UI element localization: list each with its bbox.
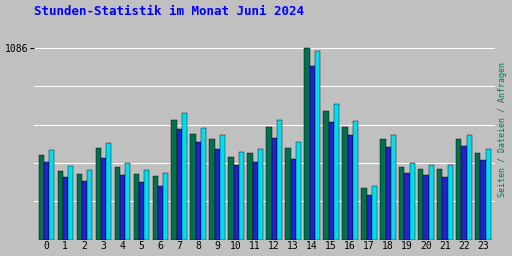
Bar: [418, 169, 423, 240]
Bar: [139, 182, 144, 240]
Bar: [163, 174, 168, 240]
Bar: [228, 157, 233, 240]
Bar: [182, 113, 187, 240]
Bar: [437, 169, 442, 240]
Bar: [201, 127, 206, 240]
Bar: [120, 175, 125, 240]
Bar: [461, 146, 466, 240]
Bar: [447, 165, 453, 240]
Bar: [429, 165, 434, 240]
Bar: [215, 149, 220, 240]
Bar: [101, 158, 106, 240]
Bar: [252, 162, 258, 240]
Bar: [480, 160, 485, 240]
Bar: [290, 159, 296, 240]
Bar: [276, 121, 282, 240]
Bar: [233, 165, 239, 240]
Bar: [324, 111, 329, 240]
Bar: [190, 134, 196, 240]
Bar: [115, 167, 120, 240]
Bar: [404, 174, 410, 240]
Bar: [144, 170, 149, 240]
Bar: [125, 163, 130, 240]
Bar: [310, 66, 315, 240]
Bar: [77, 174, 82, 240]
Bar: [158, 186, 163, 240]
Bar: [367, 195, 372, 240]
Y-axis label: Seiten / Dateien / Anfragen: Seiten / Dateien / Anfragen: [498, 62, 507, 197]
Bar: [353, 121, 358, 240]
Bar: [391, 135, 396, 240]
Bar: [466, 135, 472, 240]
Bar: [305, 48, 310, 240]
Bar: [399, 167, 404, 240]
Bar: [209, 139, 215, 240]
Bar: [82, 180, 87, 240]
Bar: [96, 148, 101, 240]
Bar: [62, 177, 68, 240]
Bar: [329, 122, 334, 240]
Bar: [296, 142, 301, 240]
Bar: [68, 166, 73, 240]
Bar: [442, 177, 447, 240]
Bar: [475, 153, 480, 240]
Bar: [361, 188, 367, 240]
Bar: [380, 139, 386, 240]
Bar: [134, 174, 139, 240]
Bar: [239, 152, 244, 240]
Bar: [49, 150, 54, 240]
Bar: [315, 51, 320, 240]
Bar: [196, 142, 201, 240]
Bar: [372, 186, 377, 240]
Bar: [172, 120, 177, 240]
Bar: [177, 129, 182, 240]
Bar: [106, 143, 111, 240]
Bar: [285, 148, 290, 240]
Bar: [485, 149, 490, 240]
Bar: [153, 176, 158, 240]
Bar: [57, 171, 62, 240]
Bar: [386, 147, 391, 240]
Bar: [247, 153, 252, 240]
Bar: [343, 127, 348, 240]
Bar: [410, 163, 415, 240]
Bar: [334, 104, 339, 240]
Bar: [87, 170, 92, 240]
Text: Stunden-Statistik im Monat Juni 2024: Stunden-Statistik im Monat Juni 2024: [34, 5, 304, 18]
Bar: [271, 138, 276, 240]
Bar: [423, 175, 429, 240]
Bar: [456, 139, 461, 240]
Bar: [348, 135, 353, 240]
Bar: [258, 149, 263, 240]
Bar: [266, 127, 271, 240]
Bar: [220, 135, 225, 240]
Bar: [38, 155, 44, 240]
Bar: [44, 162, 49, 240]
